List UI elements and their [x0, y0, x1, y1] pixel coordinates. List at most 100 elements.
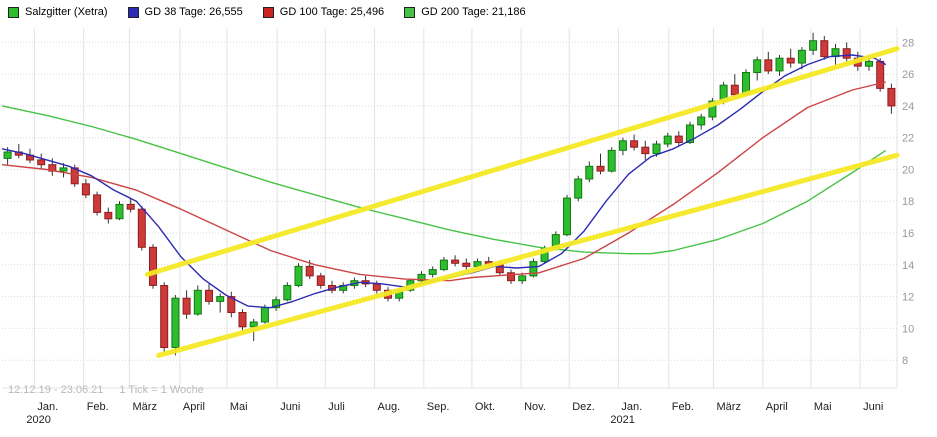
candle-up [115, 203, 124, 220]
candle-up [585, 165, 594, 180]
candle-up [529, 261, 538, 277]
candle-up [708, 100, 717, 118]
candle-up [294, 265, 303, 286]
grid-layer [2, 28, 898, 389]
gd100-series-label: GD 100 Tage: 25,496 [279, 5, 385, 18]
candle-down [451, 259, 460, 264]
y-axis-tick-label: 10 [902, 323, 914, 335]
candle-up [865, 60, 873, 67]
y-axis-tick-label: 24 [902, 101, 914, 113]
candle-down [205, 289, 213, 302]
candle-up [193, 289, 202, 315]
candle-down [820, 40, 829, 58]
candle-down [507, 272, 515, 282]
x-axis-month-label: Juli [328, 401, 345, 413]
x-axis-month-label: Nov. [524, 401, 546, 413]
candlestick-chart-canvas: 8 10 12 14 16 18 20 22 24 26 28 Jan. Feb. März April Ma… [1, 28, 914, 426]
candle-up [574, 178, 583, 199]
candle-up [797, 49, 806, 64]
tick-scale-label: 1 Tick = 1 Woche [119, 384, 204, 396]
candle-down [674, 135, 683, 143]
gd100-series-swatch-icon [262, 6, 274, 18]
x-axis-month-label: Feb. [672, 401, 694, 413]
legend-item-salzgitter: Salzgitter (Xetra) [8, 5, 108, 18]
candle-down [316, 275, 325, 286]
candle-up [775, 57, 784, 72]
candle-down [238, 312, 247, 328]
candle-down [104, 211, 113, 220]
x-axis-month-label: Sep. [427, 401, 450, 413]
y-axis-tick-label: 8 [902, 355, 908, 367]
candle-up [439, 259, 448, 271]
candle-down [70, 167, 79, 185]
candle-up [216, 296, 225, 302]
legend-item-gd200: GD 200 Tage: 21,186 [404, 5, 526, 18]
legend-item-gd38: GD 38 Tage: 26,555 [127, 5, 243, 18]
candle-up [618, 140, 627, 151]
candle-up [663, 135, 672, 145]
chart-footer: 12.12.19 - 23.06.21 1 Tick = 1 Woche [8, 384, 204, 396]
x-axis-month-label: Dez. [572, 401, 595, 413]
x-axis-month-label: Feb. [87, 401, 109, 413]
candle-up [3, 151, 12, 159]
candle-up [260, 307, 269, 323]
date-range-label: 12.12.19 - 23.06.21 [8, 384, 104, 396]
candle-down [126, 203, 135, 210]
candle-down [786, 57, 795, 64]
y-axis-tick-label: 20 [902, 165, 914, 177]
axis-labels-layer: 8 10 12 14 16 18 20 22 24 26 28 Jan. Feb. März April Ma… [26, 37, 914, 426]
candle-down [641, 146, 650, 155]
candle-down [93, 194, 102, 213]
gd100-line [1, 81, 886, 282]
candle-up [686, 124, 694, 143]
legend-item-gd100: GD 100 Tage: 25,496 [262, 5, 385, 18]
x-axis-month-label: März [133, 401, 157, 413]
candle-up [417, 273, 426, 282]
x-axis-month-label: Mai [814, 401, 832, 413]
x-axis-month-label: Jan. [37, 401, 58, 413]
x-axis-month-label: Aug. [378, 401, 401, 413]
candle-down [149, 246, 157, 286]
channel-upper-trendline [144, 46, 900, 277]
gd200-series-label: GD 200 Tage: 21,186 [421, 5, 526, 18]
candle-up [809, 40, 818, 51]
y-axis-tick-label: 22 [902, 133, 914, 145]
y-axis-tick-label: 12 [902, 292, 914, 304]
salzgitter-series-label: Salzgitter (Xetra) [25, 5, 108, 18]
x-axis-month-label: Jan. [621, 401, 642, 413]
candle-down [372, 283, 381, 291]
x-axis-month-label: April [766, 401, 788, 413]
x-axis-month-label: Okt. [475, 401, 495, 413]
candles-layer [3, 32, 896, 356]
candle-down [596, 165, 605, 172]
chart-legend: Salzgitter (Xetra) GD 38 Tage: 26,555 GD… [0, 0, 937, 24]
candle-down [81, 183, 90, 196]
x-axis-month-label: April [183, 401, 205, 413]
candle-up [272, 299, 281, 309]
x-axis-year-label: 2020 [26, 414, 50, 426]
candle-up [249, 321, 258, 328]
y-axis-tick-label: 14 [902, 260, 914, 272]
x-axis-year-label: 2021 [610, 414, 634, 426]
candle-up [518, 275, 527, 282]
candle-up [171, 297, 180, 349]
x-axis-month-label: Juni [280, 401, 300, 413]
channel-lower-trendline [156, 152, 900, 358]
candle-down [160, 285, 169, 348]
gd38-series-label: GD 38 Tage: 26,555 [144, 5, 243, 18]
gd38-series-swatch-icon [127, 6, 139, 18]
candle-down [37, 159, 46, 166]
candle-up [652, 143, 661, 154]
candle-up [753, 59, 762, 73]
candle-down [305, 265, 314, 277]
candle-up [473, 261, 482, 267]
candle-down [842, 48, 851, 59]
candle-up [563, 197, 571, 236]
trendlines-layer [144, 46, 900, 358]
candle-down [227, 296, 236, 314]
gd200-line [1, 105, 887, 255]
candle-down [462, 262, 471, 267]
candle-down [730, 84, 739, 96]
y-axis-tick-label: 28 [902, 37, 914, 49]
y-axis-tick-label: 16 [902, 228, 914, 240]
